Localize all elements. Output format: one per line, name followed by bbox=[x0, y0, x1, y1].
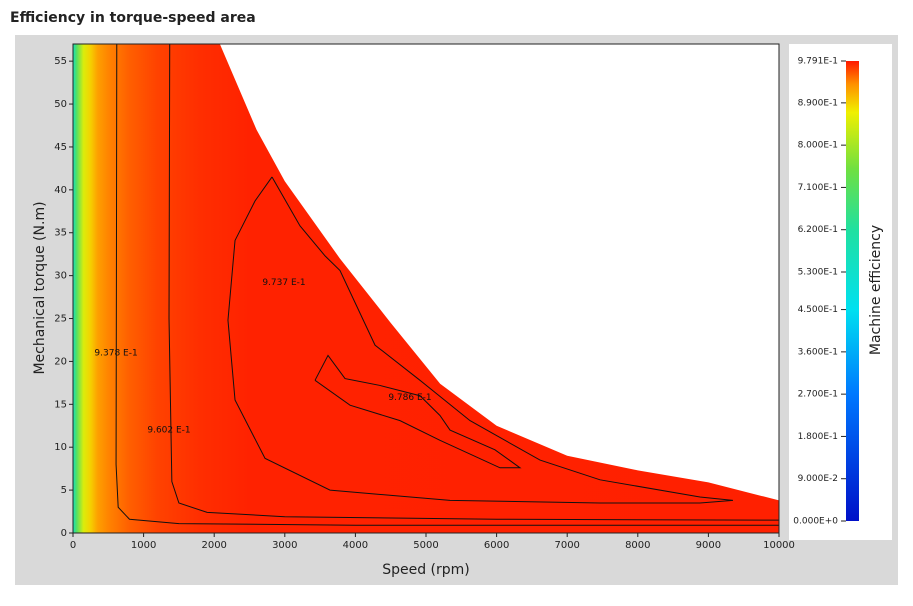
contour-label: 9.786 E-1 bbox=[388, 393, 431, 403]
colorbar bbox=[846, 61, 859, 521]
y-tick-label: 30 bbox=[54, 271, 67, 282]
y-axis-label: Mechanical torque (N.m) bbox=[32, 201, 48, 374]
colorbar-tick-label: 3.600E-1 bbox=[798, 347, 838, 357]
plot-frame bbox=[72, 43, 780, 534]
x-tick-label: 1000 bbox=[131, 540, 156, 551]
y-tick-label: 0 bbox=[61, 528, 67, 539]
colorbar-label: Machine efficiency bbox=[868, 225, 884, 355]
contour-label: 9.602 E-1 bbox=[147, 426, 190, 436]
efficiency-field bbox=[73, 44, 779, 533]
x-axis-label: Speed (rpm) bbox=[382, 562, 470, 578]
contour-line bbox=[314, 354, 522, 469]
y-tick-label: 5 bbox=[61, 485, 67, 496]
y-tick-label: 50 bbox=[54, 99, 67, 110]
x-tick-label: 5000 bbox=[413, 540, 438, 551]
contour-line bbox=[168, 44, 779, 521]
x-tick-label: 0 bbox=[70, 540, 76, 551]
colorbar-tick-label: 9.791E-1 bbox=[798, 57, 838, 67]
y-tick-label: 45 bbox=[54, 142, 67, 153]
chart-title: Efficiency in torque-speed area bbox=[10, 10, 256, 26]
colorbar-tick-label: 6.200E-1 bbox=[798, 225, 838, 235]
contour-label: 9.737 E-1 bbox=[262, 278, 305, 288]
colorbar-tick-label: 8.000E-1 bbox=[798, 141, 838, 151]
contour-label: 9.378 E-1 bbox=[94, 348, 137, 358]
y-tick-label: 15 bbox=[54, 399, 67, 410]
colorbar-tick-label: 2.700E-1 bbox=[798, 390, 838, 400]
x-tick-label: 2000 bbox=[201, 540, 226, 551]
x-tick-label: 4000 bbox=[343, 540, 368, 551]
x-tick-label: 8000 bbox=[625, 540, 650, 551]
y-tick-label: 20 bbox=[54, 356, 67, 367]
colorbar-tick-label: 9.000E-2 bbox=[798, 474, 838, 484]
y-tick-label: 55 bbox=[54, 56, 67, 67]
plot-layer: 9.378 E-1 9.602 E-1 9.737 E-1 9.786 E-1 bbox=[73, 44, 779, 533]
y-tick-label: 40 bbox=[54, 185, 67, 196]
x-tick-label: 9000 bbox=[696, 540, 721, 551]
colorbar-tick-label: 5.300E-1 bbox=[798, 267, 838, 277]
x-tick-label: 3000 bbox=[272, 540, 297, 551]
colorbar-box bbox=[789, 44, 892, 540]
colorbar-tick-label: 7.100E-1 bbox=[798, 183, 838, 193]
x-tick-label: 7000 bbox=[554, 540, 579, 551]
colorbar-tick-label: 1.800E-1 bbox=[798, 432, 838, 442]
x-tick-label: 10000 bbox=[763, 540, 795, 551]
colorbar-tick-label: 4.500E-1 bbox=[798, 305, 838, 315]
colorbar-tick-label: 0.000E+0 bbox=[793, 517, 838, 527]
y-tick-label: 10 bbox=[54, 442, 67, 453]
contour-line bbox=[227, 176, 734, 504]
colorbar-tick-label: 8.900E-1 bbox=[798, 98, 838, 108]
contour-line bbox=[115, 44, 779, 526]
x-tick-label: 6000 bbox=[484, 540, 509, 551]
y-tick-label: 25 bbox=[54, 314, 67, 325]
y-tick-label: 35 bbox=[54, 228, 67, 239]
